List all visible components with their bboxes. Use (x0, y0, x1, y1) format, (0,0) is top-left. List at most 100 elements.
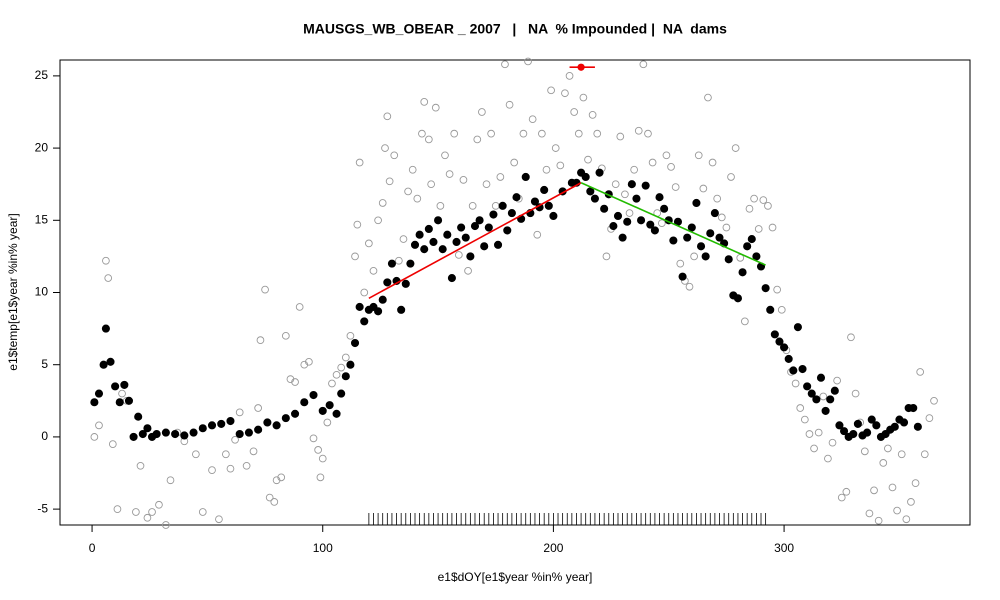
point (602, 252, 611, 261)
point (524, 57, 532, 66)
point (450, 129, 459, 138)
point (701, 252, 710, 261)
point (561, 89, 569, 98)
point (616, 132, 625, 141)
point (374, 216, 382, 225)
point (747, 235, 756, 244)
x-tick-label: 0 (89, 541, 96, 555)
point (445, 170, 454, 178)
point (420, 98, 429, 106)
point (328, 379, 336, 388)
point (249, 447, 258, 456)
point (909, 403, 918, 413)
point (406, 259, 415, 268)
point (111, 382, 120, 391)
point (512, 193, 521, 202)
point (166, 476, 175, 485)
point (355, 302, 364, 311)
point (475, 216, 484, 225)
point (807, 389, 816, 398)
point (890, 422, 899, 431)
point (731, 144, 740, 152)
point (351, 252, 359, 261)
point (180, 431, 189, 440)
point (683, 233, 692, 242)
point (840, 427, 849, 436)
point (466, 252, 475, 261)
point (623, 217, 632, 226)
point (632, 194, 641, 203)
point (281, 331, 290, 340)
point (867, 415, 876, 424)
point (447, 274, 456, 283)
point (710, 209, 719, 218)
point (865, 509, 874, 518)
point (404, 187, 412, 196)
point (833, 376, 841, 385)
point (507, 209, 516, 218)
point (138, 429, 147, 439)
y-tick-label: 10 (35, 285, 49, 299)
point (754, 225, 763, 233)
point (847, 333, 855, 342)
point (263, 418, 272, 427)
point (542, 165, 551, 174)
y-tick-label: 15 (35, 212, 49, 226)
point (415, 230, 424, 239)
point (521, 172, 530, 182)
point (332, 370, 341, 379)
trend-line (368, 182, 582, 299)
point (208, 466, 216, 474)
point (222, 450, 230, 459)
point (120, 380, 129, 389)
point (533, 230, 542, 239)
point (692, 198, 701, 208)
point (369, 266, 378, 275)
point (657, 219, 666, 228)
point (470, 222, 480, 231)
point (148, 508, 156, 516)
point (611, 180, 620, 189)
point (295, 303, 304, 311)
point (899, 418, 909, 427)
point (198, 508, 207, 516)
point (842, 487, 851, 496)
point (694, 151, 703, 160)
point (346, 331, 355, 340)
point (438, 245, 447, 254)
point (613, 211, 623, 221)
point (911, 479, 920, 487)
point (410, 240, 420, 249)
point (337, 363, 346, 372)
point (835, 421, 844, 430)
point (798, 364, 807, 374)
point (291, 378, 299, 386)
point (750, 194, 758, 203)
point (627, 180, 636, 189)
point (634, 126, 643, 135)
point (902, 515, 911, 524)
point (473, 135, 482, 144)
point (789, 366, 798, 375)
point (350, 338, 360, 348)
plot-box (59, 59, 971, 526)
point (413, 194, 422, 203)
point (586, 187, 595, 196)
point (888, 483, 897, 492)
point (383, 278, 392, 287)
point (715, 233, 724, 242)
point (662, 151, 671, 160)
point (893, 506, 901, 515)
point (584, 155, 592, 164)
point (874, 516, 883, 525)
point (853, 419, 862, 428)
chart-title: MAUSGS_WB_OBEAR _ 2007 | NA % Impounded … (303, 21, 727, 37)
point (884, 444, 892, 453)
point (570, 108, 579, 116)
point (660, 204, 669, 213)
y-tick-label: 20 (35, 140, 49, 154)
point (198, 424, 207, 433)
point (231, 435, 239, 444)
point (913, 422, 922, 431)
